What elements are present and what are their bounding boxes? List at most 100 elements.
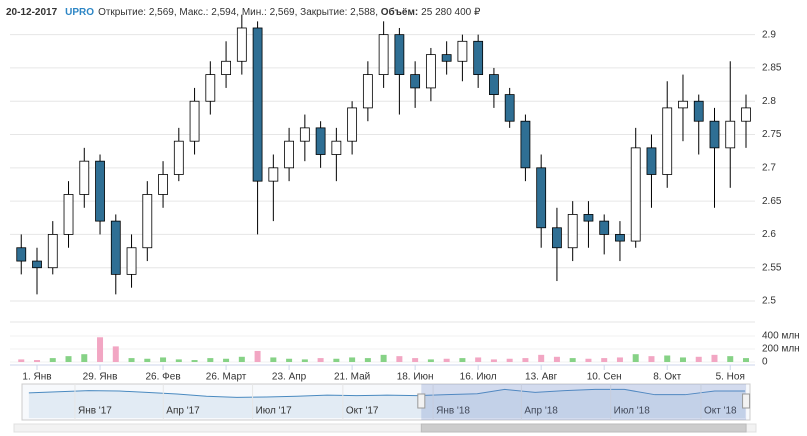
candle-body (63, 194, 74, 235)
ohlc-info: Открытие: 2,569, Макс.: 2,594, Мин.: 2,5… (98, 7, 381, 18)
x-tick-label: 8. Окт (653, 372, 681, 383)
volume-bar (49, 358, 56, 362)
candle-body (741, 107, 751, 122)
volume-bar (475, 357, 482, 362)
x-tick-label: 23. Апр (272, 372, 307, 383)
x-tick-label: 5. Ноя (716, 372, 745, 383)
candle-body (284, 140, 294, 169)
volume-value: 25 280 400 ₽ (421, 7, 481, 18)
x-tick-label: 13. Авг (525, 372, 558, 383)
scrollbar-thumb[interactable] (420, 423, 747, 433)
x-tick-label: 16. Июл (460, 372, 497, 383)
volume-bar (585, 358, 592, 362)
volume-bar (175, 359, 182, 362)
navigator-tick-label: Окт '18 (704, 406, 737, 417)
volume-tick-label: 400 млн (762, 331, 800, 342)
volume-label: Объём: (381, 6, 418, 18)
x-tick-label: 26. Фев (145, 372, 180, 383)
candle-body (725, 120, 736, 149)
volume-bar (207, 358, 214, 362)
ticker: UPRO (65, 7, 94, 18)
y-tick-label: 2.65 (762, 196, 782, 207)
navigator-tick-label: Июл '17 (256, 406, 293, 417)
candle-body (583, 214, 594, 222)
volume-bar (443, 358, 450, 362)
candle-body (599, 220, 610, 235)
volume-bar (695, 356, 702, 362)
y-tick-label: 2.55 (762, 262, 782, 273)
volume-bar (270, 357, 277, 362)
x-tick-label: 18. Июн (397, 372, 434, 383)
volume-bar (34, 360, 41, 362)
candle-body (315, 127, 326, 155)
date: 20-12-2017 (6, 7, 58, 18)
x-tick-label: 10. Сен (587, 372, 622, 383)
candle-body (331, 140, 342, 155)
candle-body (268, 167, 279, 182)
volume-bar (601, 358, 608, 362)
navigator-tick-label: Июл '18 (614, 406, 651, 417)
candle-body (378, 34, 389, 75)
volume-bar (522, 358, 529, 362)
navigator-handle[interactable] (417, 393, 426, 409)
scrollbar-track[interactable] (13, 423, 757, 433)
candle-body (142, 194, 153, 249)
candle-body (95, 160, 105, 222)
candle-body (425, 54, 436, 89)
volume-bar (506, 358, 513, 362)
volume-bar (742, 358, 749, 362)
y-tick-label: 2.75 (762, 129, 782, 140)
candle-body (520, 120, 531, 169)
volume-bar (396, 356, 403, 362)
volume-bar (81, 354, 88, 362)
volume-bar (459, 358, 466, 362)
volume-bar (648, 356, 655, 362)
candle-body (662, 107, 673, 175)
candle-body (47, 234, 58, 269)
candle-body (299, 127, 310, 142)
candle-body (678, 100, 688, 109)
candle-body (693, 100, 704, 122)
volume-bar (349, 357, 356, 362)
navigator-tick-label: Апр '17 (166, 406, 200, 417)
candle-body (552, 227, 562, 249)
navigator-selection[interactable] (421, 384, 747, 420)
volume-bar (364, 358, 371, 362)
y-tick-label: 2.9 (762, 29, 776, 40)
volume-bar (18, 359, 25, 362)
volume-bar (317, 358, 324, 362)
candle-body (79, 160, 90, 195)
navigator-tick-label: Окт '17 (346, 406, 379, 417)
navigator-handle[interactable] (742, 393, 751, 409)
x-tick-label: 1. Янв (22, 372, 51, 383)
navigator-tick-label: Янв '17 (78, 406, 112, 417)
volume-bar (191, 360, 198, 362)
candle-body (489, 74, 499, 95)
volume-bar (664, 355, 671, 362)
x-tick-label: 21. Май (334, 372, 370, 383)
y-tick-label: 2.85 (762, 63, 782, 74)
candle-body (567, 214, 578, 249)
y-tick-label: 2.5 (762, 296, 776, 307)
candle-body (173, 140, 184, 175)
volume-bar (160, 357, 167, 362)
candle-body (615, 234, 625, 242)
navigator-line (28, 388, 746, 398)
volume-tick-label: 200 млн (762, 344, 800, 355)
candle-body (221, 60, 231, 75)
y-tick-label: 2.8 (762, 96, 776, 107)
header: 20-12-2017 UPRO Открытие: 2,569, Макс.: 2,… (6, 6, 481, 18)
y-tick-label: 2.6 (762, 229, 776, 240)
candle-body (205, 74, 216, 102)
candle-body (236, 27, 247, 62)
volume-bar (427, 359, 434, 362)
volume-bar (553, 356, 560, 362)
volume-bar (727, 356, 734, 362)
candle-body (504, 94, 515, 122)
volume-bar (144, 358, 151, 362)
candle-body (646, 147, 657, 175)
y-tick-label: 2.7 (762, 162, 776, 173)
volume-bar (380, 354, 387, 362)
volume-bar (679, 357, 686, 362)
